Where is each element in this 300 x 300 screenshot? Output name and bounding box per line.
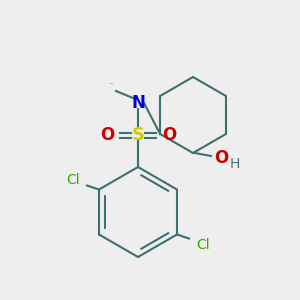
Text: Cl: Cl	[66, 172, 80, 187]
Text: O: O	[214, 149, 228, 167]
Text: H: H	[230, 157, 240, 171]
Text: O: O	[162, 126, 176, 144]
Text: O: O	[100, 126, 114, 144]
Text: Cl: Cl	[196, 238, 210, 251]
Text: N: N	[131, 94, 145, 112]
Text: S: S	[131, 126, 145, 144]
Text: methyl: methyl	[110, 83, 114, 84]
